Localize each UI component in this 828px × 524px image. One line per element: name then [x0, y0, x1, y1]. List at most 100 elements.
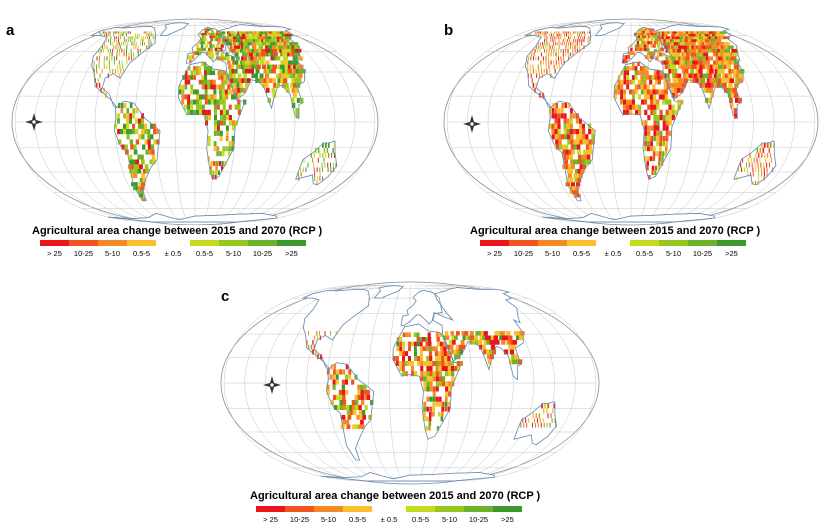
change-cell — [208, 51, 212, 56]
change-cell — [103, 56, 105, 61]
change-cell — [663, 79, 667, 85]
change-cell — [239, 82, 243, 88]
change-cell — [99, 52, 101, 57]
change-cell — [555, 56, 557, 61]
change-cell — [126, 39, 128, 43]
change-cell — [643, 84, 647, 90]
change-cell — [99, 31, 101, 34]
change-cell — [145, 149, 149, 155]
change-cell — [643, 32, 646, 36]
change-cell — [151, 33, 153, 37]
change-cell — [620, 94, 623, 100]
change-cell — [669, 39, 674, 43]
change-cell — [645, 55, 649, 60]
change-cell — [589, 31, 590, 34]
change-cell — [637, 47, 640, 52]
change-cell — [208, 55, 212, 60]
change-cell — [422, 346, 426, 352]
map-panel-a: a Agricultural area change between 2015 … — [0, 0, 410, 262]
change-cell — [456, 349, 460, 355]
change-cell — [228, 42, 232, 46]
change-cell — [764, 152, 766, 158]
legend-swatch — [248, 240, 277, 246]
change-cell — [583, 149, 587, 155]
change-cell — [357, 394, 361, 400]
change-cell — [445, 381, 449, 387]
change-cell — [646, 156, 650, 162]
change-cell — [542, 60, 544, 65]
change-cell — [566, 177, 571, 183]
change-cell — [587, 159, 591, 165]
change-cell — [665, 130, 669, 136]
change-cell — [125, 52, 127, 57]
change-cell — [585, 139, 589, 145]
change-cell — [220, 44, 224, 48]
change-cell — [357, 389, 361, 395]
change-cell — [432, 401, 436, 407]
change-cell — [405, 351, 408, 356]
change-cell — [145, 168, 150, 174]
change-cell — [554, 31, 556, 34]
change-cell — [445, 386, 449, 392]
legend-label: 0.5-5 — [195, 249, 214, 258]
change-cell — [570, 108, 573, 114]
change-cell — [705, 97, 709, 103]
change-cell — [445, 391, 448, 397]
change-cell — [644, 99, 648, 105]
change-cell — [142, 144, 146, 150]
change-cell — [417, 361, 421, 366]
change-cell — [671, 69, 675, 74]
change-cell — [661, 89, 665, 95]
change-cell — [238, 78, 243, 83]
change-cell — [445, 335, 450, 341]
change-cell — [677, 99, 681, 105]
change-cell — [656, 130, 660, 136]
change-cell — [193, 66, 196, 71]
change-cell — [440, 346, 444, 352]
change-cell — [662, 115, 666, 121]
change-cell — [214, 120, 217, 126]
change-cell — [201, 35, 205, 39]
change-cell — [567, 33, 569, 37]
change-cell — [689, 48, 694, 53]
change-cell — [122, 42, 124, 46]
change-cell — [629, 99, 632, 105]
change-cell — [339, 394, 343, 400]
change-cell — [733, 73, 738, 79]
change-cell — [686, 48, 692, 53]
change-cell — [203, 47, 206, 52]
change-cell — [579, 45, 580, 49]
change-cell — [656, 104, 660, 110]
change-cell — [572, 186, 577, 191]
change-cell — [568, 56, 570, 61]
change-cell — [333, 405, 338, 410]
change-cell — [341, 379, 345, 385]
change-cell — [428, 346, 432, 352]
change-cell — [755, 180, 757, 185]
change-cell — [561, 42, 563, 46]
change-cell — [426, 356, 430, 361]
change-cell — [127, 36, 129, 40]
change-cell — [220, 75, 224, 80]
change-cell — [558, 60, 560, 65]
change-cell — [310, 344, 313, 350]
change-cell — [668, 109, 672, 115]
change-cell — [758, 172, 760, 177]
change-cell — [771, 157, 773, 163]
change-cell — [589, 149, 593, 155]
change-cell — [555, 42, 557, 46]
change-cell — [444, 396, 448, 402]
change-cell — [229, 36, 233, 40]
change-cell — [574, 36, 575, 40]
change-cell — [540, 422, 542, 428]
change-cell — [107, 31, 109, 34]
change-cell — [626, 75, 630, 80]
change-cell — [221, 84, 225, 90]
change-cell — [220, 35, 225, 39]
change-cell — [460, 340, 465, 345]
change-cell — [141, 113, 144, 119]
change-cell — [641, 28, 645, 31]
change-cell — [109, 64, 110, 69]
change-cell — [576, 113, 579, 119]
change-cell — [141, 197, 146, 201]
